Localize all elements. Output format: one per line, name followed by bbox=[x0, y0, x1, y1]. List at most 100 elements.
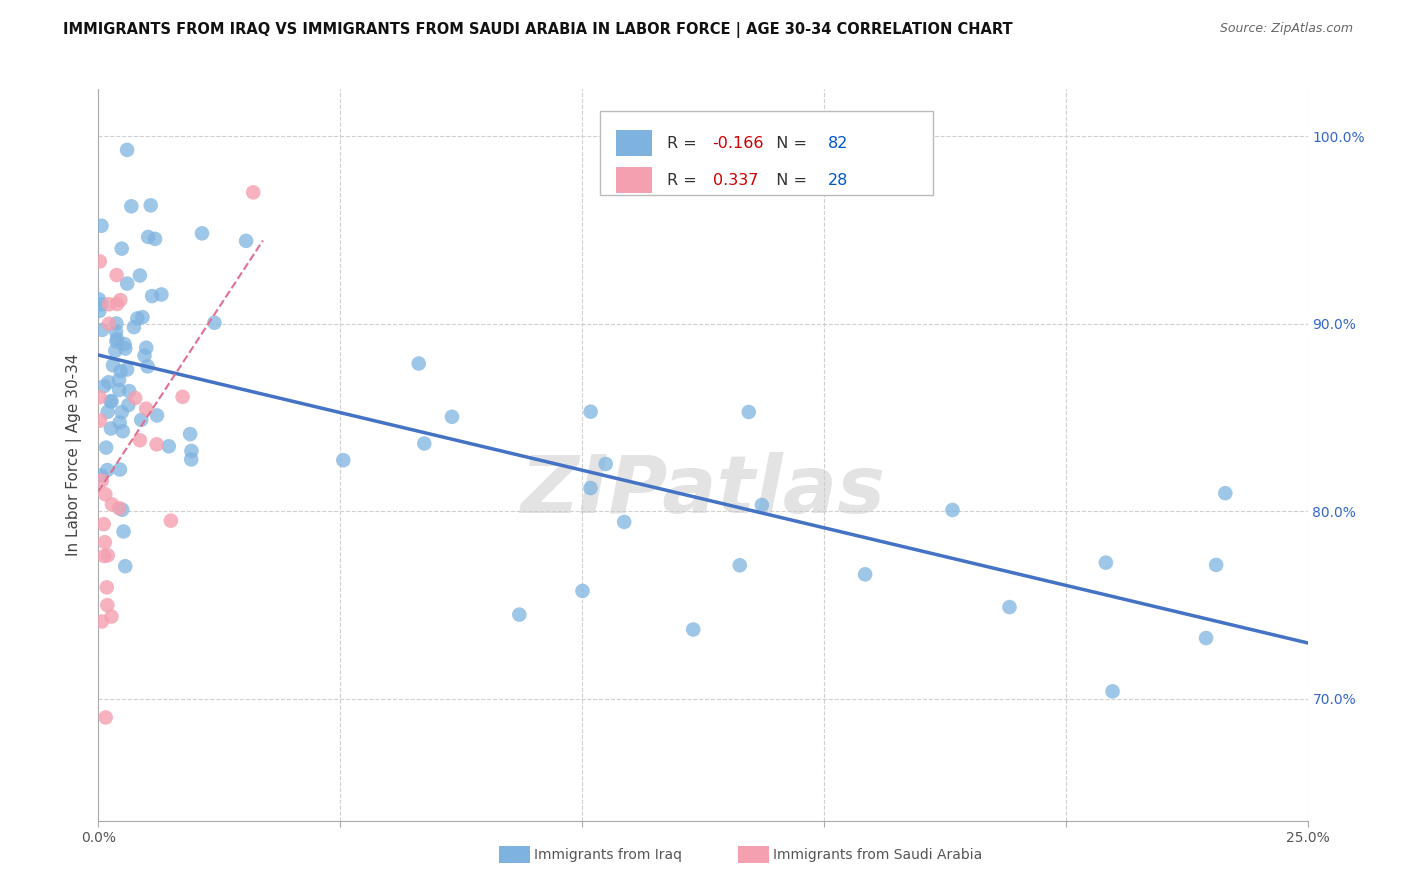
Point bbox=[595, 457, 617, 471]
Point bbox=[105, 334, 128, 349]
Point bbox=[90, 474, 112, 488]
Point bbox=[105, 268, 128, 282]
Point bbox=[179, 427, 201, 442]
Text: R =: R = bbox=[666, 173, 702, 187]
Point bbox=[242, 186, 264, 200]
Text: -0.166: -0.166 bbox=[713, 136, 765, 151]
Point bbox=[105, 297, 128, 311]
Text: Source: ZipAtlas.com: Source: ZipAtlas.com bbox=[1219, 22, 1353, 36]
Bar bbox=[616, 130, 652, 156]
Point bbox=[124, 391, 146, 405]
Point bbox=[998, 600, 1021, 615]
Point bbox=[91, 323, 114, 337]
Point bbox=[408, 357, 430, 371]
Text: Immigrants from Saudi Arabia: Immigrants from Saudi Arabia bbox=[773, 847, 983, 862]
Point bbox=[141, 289, 163, 303]
Point bbox=[93, 549, 115, 563]
Point bbox=[97, 376, 120, 390]
Point bbox=[135, 341, 157, 355]
Point bbox=[100, 394, 122, 409]
Point bbox=[101, 359, 124, 373]
Point bbox=[100, 394, 122, 409]
Point bbox=[105, 317, 128, 331]
Point bbox=[1205, 558, 1227, 572]
Point bbox=[94, 487, 117, 501]
Point bbox=[89, 304, 111, 318]
Point bbox=[332, 453, 354, 467]
Point bbox=[143, 232, 166, 246]
Point bbox=[94, 710, 117, 724]
Point bbox=[508, 607, 530, 622]
Point bbox=[104, 343, 127, 358]
Point bbox=[682, 623, 704, 637]
Point bbox=[110, 293, 132, 307]
Point bbox=[89, 414, 111, 428]
Point bbox=[96, 598, 118, 612]
Point bbox=[97, 405, 120, 419]
Point bbox=[204, 316, 226, 330]
Point bbox=[90, 615, 112, 629]
Point bbox=[1195, 631, 1218, 645]
Point bbox=[97, 317, 120, 331]
Point bbox=[94, 535, 117, 549]
Point bbox=[160, 514, 183, 528]
Point bbox=[172, 390, 194, 404]
Text: IMMIGRANTS FROM IRAQ VS IMMIGRANTS FROM SAUDI ARABIA IN LABOR FORCE | AGE 30-34 : IMMIGRANTS FROM IRAQ VS IMMIGRANTS FROM … bbox=[63, 22, 1012, 38]
Point bbox=[108, 501, 131, 516]
Point bbox=[853, 567, 876, 582]
Point bbox=[90, 219, 112, 233]
Point bbox=[114, 342, 136, 356]
Point bbox=[110, 364, 132, 378]
Point bbox=[128, 434, 150, 448]
Point bbox=[105, 325, 128, 339]
Point bbox=[145, 437, 167, 451]
Text: Immigrants from Iraq: Immigrants from Iraq bbox=[534, 847, 682, 862]
Point bbox=[100, 609, 122, 624]
Y-axis label: In Labor Force | Age 30-34: In Labor Force | Age 30-34 bbox=[66, 353, 83, 557]
Point bbox=[579, 481, 602, 495]
Text: ZIPatlas: ZIPatlas bbox=[520, 452, 886, 531]
Point bbox=[579, 405, 602, 419]
Point bbox=[120, 199, 142, 213]
Point bbox=[118, 384, 141, 398]
Point bbox=[751, 498, 773, 512]
Point bbox=[180, 444, 202, 458]
Text: R =: R = bbox=[666, 136, 702, 151]
Point bbox=[115, 143, 138, 157]
Point bbox=[111, 424, 134, 438]
Bar bbox=[616, 168, 652, 193]
Point bbox=[108, 462, 131, 476]
Point bbox=[97, 549, 120, 563]
Point bbox=[115, 277, 138, 291]
Point bbox=[1215, 486, 1237, 500]
Point bbox=[128, 268, 150, 283]
Point bbox=[93, 517, 115, 532]
Point bbox=[613, 515, 636, 529]
Point bbox=[94, 441, 117, 455]
Point bbox=[111, 405, 134, 419]
Point bbox=[93, 379, 115, 393]
Text: N =: N = bbox=[766, 136, 813, 151]
Point bbox=[139, 198, 162, 212]
Point bbox=[131, 310, 153, 325]
Point bbox=[114, 337, 136, 351]
Point bbox=[90, 297, 112, 311]
Point bbox=[108, 383, 131, 397]
Point bbox=[941, 503, 963, 517]
Bar bbox=[600, 112, 932, 195]
Text: 28: 28 bbox=[828, 173, 848, 187]
Point bbox=[96, 463, 118, 477]
Point bbox=[440, 409, 463, 424]
Point bbox=[1101, 684, 1123, 698]
Point bbox=[117, 398, 139, 412]
Point bbox=[191, 227, 214, 241]
Point bbox=[122, 320, 145, 334]
Point bbox=[235, 234, 257, 248]
Point bbox=[146, 409, 169, 423]
Point bbox=[89, 254, 111, 268]
Point bbox=[112, 524, 135, 539]
Point bbox=[90, 468, 112, 483]
Point bbox=[413, 436, 436, 450]
Point bbox=[111, 502, 134, 516]
Point bbox=[98, 297, 121, 311]
